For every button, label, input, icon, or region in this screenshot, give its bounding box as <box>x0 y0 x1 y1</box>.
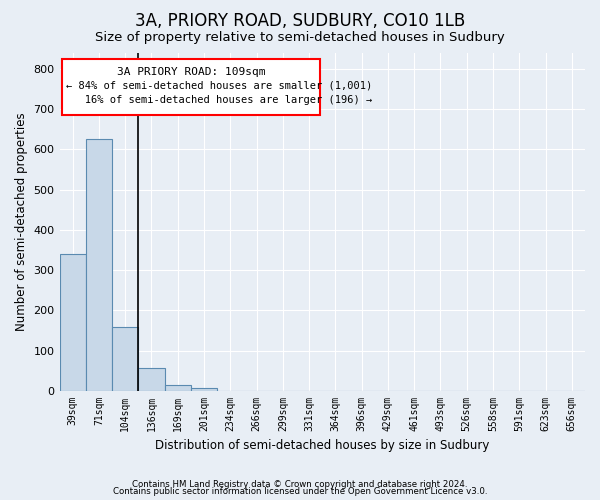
Bar <box>139 368 164 391</box>
FancyBboxPatch shape <box>62 58 320 115</box>
Text: Contains public sector information licensed under the Open Government Licence v3: Contains public sector information licen… <box>113 488 487 496</box>
Bar <box>164 385 191 391</box>
Bar <box>112 326 139 391</box>
X-axis label: Distribution of semi-detached houses by size in Sudbury: Distribution of semi-detached houses by … <box>155 440 490 452</box>
Bar <box>59 254 86 391</box>
Bar <box>86 139 112 391</box>
Text: 3A PRIORY ROAD: 109sqm: 3A PRIORY ROAD: 109sqm <box>116 66 265 76</box>
Text: ← 84% of semi-detached houses are smaller (1,001): ← 84% of semi-detached houses are smalle… <box>66 80 373 90</box>
Text: Contains HM Land Registry data © Crown copyright and database right 2024.: Contains HM Land Registry data © Crown c… <box>132 480 468 489</box>
Y-axis label: Number of semi-detached properties: Number of semi-detached properties <box>15 112 28 331</box>
Bar <box>191 388 217 391</box>
Text: Size of property relative to semi-detached houses in Sudbury: Size of property relative to semi-detach… <box>95 31 505 44</box>
Text: 16% of semi-detached houses are larger (196) →: 16% of semi-detached houses are larger (… <box>66 95 373 105</box>
Text: 3A, PRIORY ROAD, SUDBURY, CO10 1LB: 3A, PRIORY ROAD, SUDBURY, CO10 1LB <box>135 12 465 30</box>
